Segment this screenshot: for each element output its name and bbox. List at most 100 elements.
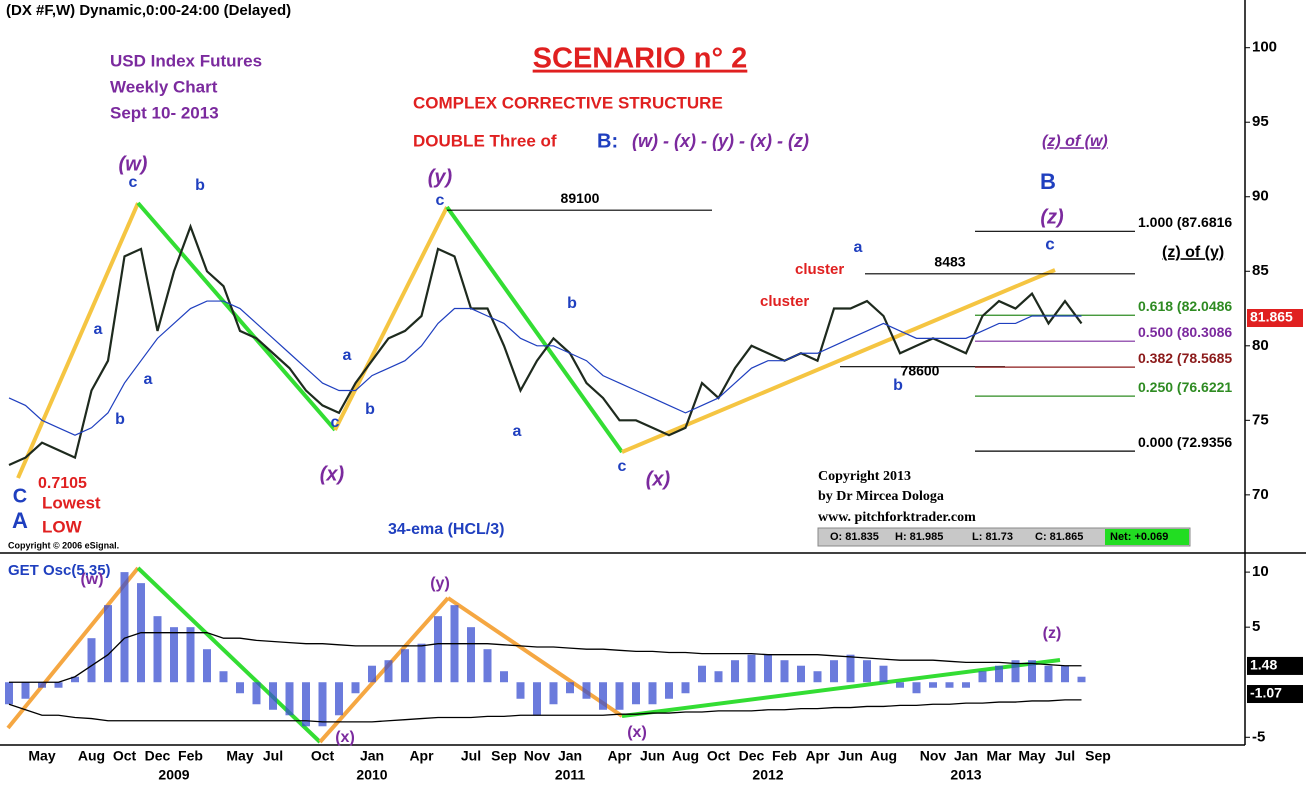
fib-label: 1.000 (87.6816 — [1138, 214, 1232, 230]
osc-bar — [962, 682, 970, 688]
series-line — [9, 632, 1082, 683]
annotation: cluster — [795, 261, 844, 278]
y-tick-label: 90 — [1252, 188, 1269, 205]
x-tick-label: Oct — [311, 748, 335, 764]
osc-bar — [236, 682, 244, 694]
level-label: 89100 — [561, 190, 600, 206]
osc-bar — [632, 682, 640, 705]
osc-bar — [731, 660, 739, 683]
annotation: Sept 10- 2013 — [110, 103, 219, 122]
annotation: LOW — [42, 517, 83, 536]
x-tick-label: May — [28, 748, 55, 764]
value-marker-label: -1.07 — [1250, 685, 1282, 701]
wave-line — [136, 201, 337, 432]
osc-bar — [1011, 660, 1020, 683]
osc-bar — [38, 682, 46, 688]
x-tick-label: Jan — [954, 748, 978, 764]
x-tick-label: Apr — [409, 748, 434, 764]
osc-bar — [170, 627, 178, 683]
annotation: a — [513, 423, 522, 440]
x-tick-label: Jun — [640, 748, 665, 764]
annotation: a — [854, 239, 863, 256]
annotation: Weekly Chart — [110, 77, 218, 96]
fib-label: 0.250 (76.6221 — [1138, 379, 1232, 395]
osc-bar — [120, 572, 129, 683]
header: (DX #F,W) Dynamic,0:00-24:00 (Delayed) — [6, 2, 291, 19]
osc-bar — [1044, 665, 1053, 683]
osc-bar — [467, 627, 475, 683]
y-tick-label: -5 — [1252, 728, 1265, 745]
osc-bar — [153, 616, 162, 683]
value-marker-label: 81.865 — [1250, 309, 1293, 325]
osc-bar — [1061, 665, 1069, 683]
value-marker-label: 1.48 — [1250, 657, 1277, 673]
osc-bar — [252, 682, 261, 705]
info-box — [817, 527, 1191, 547]
wave-line — [16, 202, 140, 479]
osc-bar — [665, 682, 673, 699]
annotation: a — [144, 371, 153, 388]
osc-bar — [764, 654, 772, 683]
wave-line — [318, 596, 450, 744]
y-tick-label: 85 — [1252, 262, 1269, 279]
annotation: c — [618, 458, 627, 475]
value-marker — [1247, 309, 1303, 328]
ohlc-label: H: 81.985 — [895, 531, 943, 543]
osc-bar — [71, 676, 79, 683]
annotation: (y) — [428, 166, 453, 188]
ohlc-label: C: 81.865 — [1035, 531, 1083, 543]
annotation: (x) — [320, 463, 345, 485]
osc-bar — [434, 616, 442, 683]
osc-bar — [516, 682, 525, 699]
osc-bar — [582, 682, 591, 699]
osc-bar — [912, 682, 921, 694]
x-tick-label: Jul — [263, 748, 283, 764]
y-tick-label: 75 — [1252, 411, 1269, 428]
x-tick-label: Oct — [113, 748, 137, 764]
annotation: c — [436, 192, 445, 209]
wave-line — [445, 205, 624, 454]
osc-bar — [929, 682, 937, 688]
annotation: (z) — [1040, 206, 1064, 228]
annotation: A — [12, 508, 28, 533]
y-tick-label: 80 — [1252, 337, 1269, 354]
y-tick-label: 5 — [1252, 618, 1260, 635]
osc-bar — [351, 682, 360, 694]
annotation: COMPLEX CORRECTIVE STRUCTURE — [413, 93, 723, 112]
level-label: 8483 — [934, 254, 965, 270]
osc-bar — [648, 682, 657, 705]
annotation: b — [567, 295, 577, 312]
x-group-label: 2013 — [950, 767, 981, 783]
x-tick-label: Feb — [772, 748, 797, 764]
x-tick-label: Jan — [558, 748, 582, 764]
value-marker — [1247, 656, 1303, 675]
osc-bar — [384, 660, 393, 683]
osc-bar — [483, 649, 492, 683]
annotation: (y) — [430, 575, 450, 592]
osc-bar — [285, 682, 294, 716]
x-tick-label: Jul — [1055, 748, 1075, 764]
osc-bar — [879, 665, 888, 683]
osc-bar — [566, 682, 574, 694]
x-group-label: 2010 — [356, 767, 387, 783]
annotation: B — [1040, 169, 1056, 194]
osc-bar — [1077, 676, 1086, 683]
osc-bar — [318, 682, 327, 727]
x-tick-label: Jul — [461, 748, 481, 764]
osc-bar — [5, 682, 13, 705]
series-line — [8, 223, 1083, 467]
x-tick-label: Nov — [920, 748, 947, 764]
net-box — [1105, 529, 1189, 545]
level-label: 78600 — [901, 362, 940, 378]
osc-bar — [813, 671, 822, 683]
copyright: Copyright © 2006 eSignal. — [8, 540, 119, 550]
series-line — [8, 300, 1082, 436]
net-label: Net: +0.069 — [1110, 531, 1168, 543]
annotation: c — [129, 174, 138, 191]
annotation: (x) — [646, 468, 671, 490]
osc-bar — [747, 654, 756, 683]
x-group-label: 2009 — [158, 767, 189, 783]
ohlc-label: O: 81.835 — [830, 531, 879, 543]
x-group-label: 2011 — [555, 767, 586, 783]
